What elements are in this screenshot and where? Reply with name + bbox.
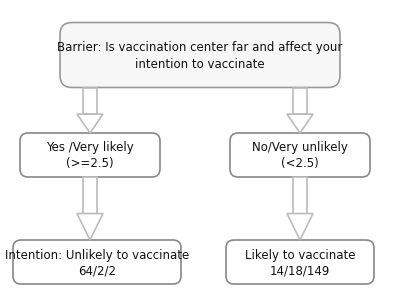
Text: Likely to vaccinate: Likely to vaccinate (245, 248, 355, 261)
Polygon shape (287, 213, 313, 240)
Polygon shape (77, 114, 103, 133)
Text: 64/2/2: 64/2/2 (78, 264, 116, 278)
Text: Intention: Unlikely to vaccinate: Intention: Unlikely to vaccinate (5, 248, 189, 261)
Text: No/Very unlikely: No/Very unlikely (252, 141, 348, 154)
Text: 14/18/149: 14/18/149 (270, 264, 330, 278)
FancyBboxPatch shape (13, 240, 181, 284)
Text: Barrier: Is vaccination center far and affect your: Barrier: Is vaccination center far and a… (57, 42, 343, 54)
Polygon shape (77, 213, 103, 240)
Text: (>=2.5): (>=2.5) (66, 157, 114, 171)
FancyBboxPatch shape (20, 133, 160, 177)
FancyBboxPatch shape (83, 177, 97, 213)
FancyBboxPatch shape (226, 240, 374, 284)
Text: Yes /Very likely: Yes /Very likely (46, 141, 134, 154)
Text: (<2.5): (<2.5) (281, 157, 319, 171)
FancyBboxPatch shape (293, 88, 307, 114)
FancyBboxPatch shape (60, 22, 340, 88)
Text: intention to vaccinate: intention to vaccinate (135, 57, 265, 71)
Polygon shape (287, 114, 313, 133)
FancyBboxPatch shape (83, 88, 97, 114)
FancyBboxPatch shape (230, 133, 370, 177)
FancyBboxPatch shape (293, 177, 307, 213)
